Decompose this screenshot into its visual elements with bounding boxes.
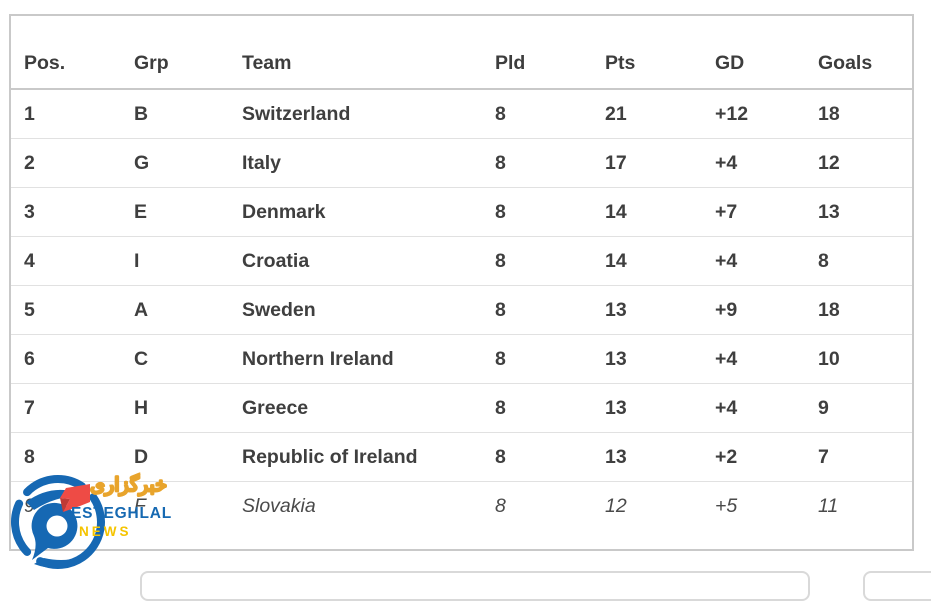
cell-pld: 8 bbox=[482, 236, 592, 286]
cell-gd: +12 bbox=[715, 102, 749, 125]
cell-team: Italy bbox=[229, 138, 482, 188]
cell-grp: B bbox=[134, 102, 149, 125]
table-row: 8 D Republic of Ireland 8 13 +2 7 bbox=[11, 432, 912, 482]
cell-goals: 18 bbox=[805, 285, 912, 335]
column-header-gd: GD bbox=[702, 16, 805, 90]
cell-grp: E bbox=[121, 187, 229, 237]
table-row: 3 E Denmark 8 14 +7 13 bbox=[11, 187, 912, 237]
column-header-goals: Goals bbox=[805, 16, 912, 90]
column-header-grp: Grp bbox=[121, 16, 229, 90]
table-header-row: Pos. Grp Team Pld Pts GD Goals bbox=[11, 16, 912, 90]
cell-goals: 13 bbox=[805, 187, 912, 237]
cell-pld: 8 bbox=[482, 432, 592, 482]
cell-team: Switzerland bbox=[242, 102, 351, 125]
column-header-pos: Pos. bbox=[11, 16, 121, 90]
table-row: 7 H Greece 8 13 +4 9 bbox=[11, 383, 912, 433]
cell-team: Denmark bbox=[229, 187, 482, 237]
cell-pld: 8 bbox=[495, 102, 506, 125]
cell-pos: 1 bbox=[24, 102, 35, 125]
cell-goals: 11 bbox=[805, 481, 912, 530]
cell-pts: 13 bbox=[592, 432, 702, 482]
cell-pos: 5 bbox=[11, 285, 121, 335]
cell-grp: A bbox=[121, 285, 229, 335]
cell-gd: +9 bbox=[702, 285, 805, 335]
cell-pts: 14 bbox=[592, 187, 702, 237]
cell-goals: 12 bbox=[805, 138, 912, 188]
cell-pts: 13 bbox=[592, 334, 702, 384]
cell-pts: 17 bbox=[592, 138, 702, 188]
cell-pos: 3 bbox=[11, 187, 121, 237]
cell-pld: 8 bbox=[482, 383, 592, 433]
cell-gd: +4 bbox=[702, 138, 805, 188]
column-header-pts: Pts bbox=[592, 16, 702, 90]
cell-pts: 12 bbox=[592, 481, 702, 530]
cell-team: Slovakia bbox=[229, 481, 482, 530]
table-row: 9 F Slovakia 8 12 +5 11 bbox=[11, 481, 912, 530]
cell-goals: 18 bbox=[818, 102, 840, 125]
table-row: 4 I Croatia 8 14 +4 8 bbox=[11, 236, 912, 286]
cell-gd: +4 bbox=[702, 334, 805, 384]
cell-pts: 13 bbox=[592, 383, 702, 433]
cell-grp: D bbox=[121, 432, 229, 482]
cell-grp: C bbox=[121, 334, 229, 384]
cell-pld: 8 bbox=[482, 334, 592, 384]
cell-grp: F bbox=[121, 481, 229, 530]
cell-pld: 8 bbox=[482, 187, 592, 237]
cell-pos: 4 bbox=[11, 236, 121, 286]
cell-pos: 8 bbox=[11, 432, 121, 482]
cell-gd: +5 bbox=[702, 481, 805, 530]
table-row: 1 B Switzerland 8 21 +12 18 bbox=[11, 89, 912, 139]
standings-table: Pos. Grp Team Pld Pts GD Goals 1 B Switz… bbox=[9, 14, 914, 551]
cell-grp: G bbox=[121, 138, 229, 188]
column-header-team: Team bbox=[229, 16, 482, 90]
cell-gd: +4 bbox=[702, 236, 805, 286]
cell-grp: I bbox=[121, 236, 229, 286]
cell-pos: 9 bbox=[11, 481, 121, 530]
cell-pld: 8 bbox=[482, 481, 592, 530]
cell-goals: 8 bbox=[805, 236, 912, 286]
cell-team: Northern Ireland bbox=[229, 334, 482, 384]
table-row: 6 C Northern Ireland 8 13 +4 10 bbox=[11, 334, 912, 384]
cell-team: Sweden bbox=[229, 285, 482, 335]
cell-team: Greece bbox=[229, 383, 482, 433]
cell-pts: 21 bbox=[605, 102, 627, 125]
cell-gd: +7 bbox=[702, 187, 805, 237]
cell-pts: 14 bbox=[592, 236, 702, 286]
cell-goals: 9 bbox=[805, 383, 912, 433]
cell-team: Croatia bbox=[229, 236, 482, 286]
column-header-pld: Pld bbox=[482, 16, 592, 90]
cell-goals: 10 bbox=[805, 334, 912, 384]
table-row: 5 A Sweden 8 13 +9 18 bbox=[11, 285, 912, 335]
cell-pld: 8 bbox=[482, 138, 592, 188]
cell-team: Republic of Ireland bbox=[229, 432, 482, 482]
cell-gd: +2 bbox=[702, 432, 805, 482]
cell-grp: H bbox=[121, 383, 229, 433]
cell-pos: 2 bbox=[11, 138, 121, 188]
cell-pos: 7 bbox=[11, 383, 121, 433]
table-row: 2 G Italy 8 17 +4 12 bbox=[11, 138, 912, 188]
cell-pld: 8 bbox=[482, 285, 592, 335]
cell-gd: +4 bbox=[702, 383, 805, 433]
cell-pos: 6 bbox=[11, 334, 121, 384]
cell-goals: 7 bbox=[805, 432, 912, 482]
cell-pts: 13 bbox=[592, 285, 702, 335]
